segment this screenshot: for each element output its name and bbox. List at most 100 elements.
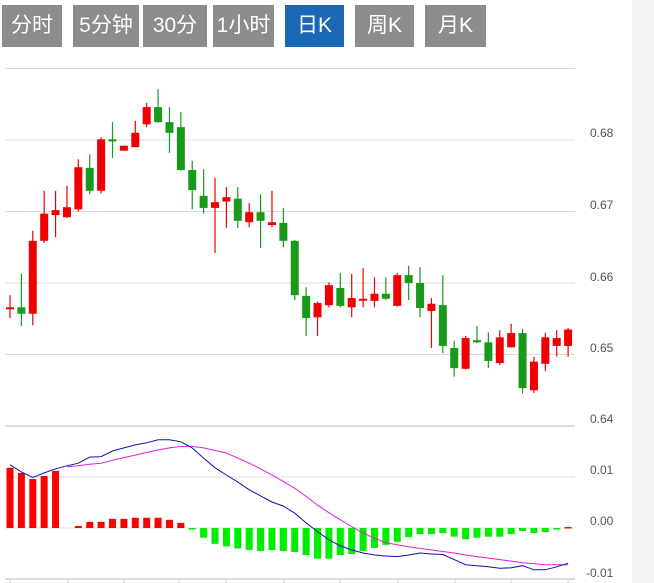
candle bbox=[245, 202, 254, 228]
price-tick-label: 0.67 bbox=[590, 198, 614, 212]
macd-histogram-bar bbox=[52, 470, 60, 528]
macd-histogram-bar bbox=[109, 518, 117, 528]
candle bbox=[17, 273, 26, 326]
candle bbox=[165, 107, 174, 153]
macd-histogram-bar bbox=[462, 528, 470, 540]
tab-daily-k[interactable]: 日K bbox=[285, 5, 344, 47]
candle bbox=[176, 112, 185, 171]
candle bbox=[302, 287, 311, 336]
candle-body bbox=[40, 213, 49, 241]
macd-panel bbox=[6, 439, 572, 571]
macd-histogram-bar bbox=[222, 528, 230, 547]
macd-histogram-bar bbox=[245, 528, 253, 550]
candle-body bbox=[131, 132, 140, 148]
candle bbox=[267, 190, 276, 228]
candle-body bbox=[484, 342, 493, 361]
dea-line bbox=[66, 445, 569, 566]
macd-histogram-bar bbox=[348, 528, 356, 555]
candle bbox=[393, 272, 402, 307]
macd-histogram-bar bbox=[393, 528, 401, 542]
tab-1hour[interactable]: 1小时 bbox=[213, 5, 274, 47]
candle-body bbox=[211, 202, 220, 208]
macd-histogram-bar bbox=[6, 467, 14, 528]
candle bbox=[211, 177, 220, 253]
macd-histogram-bar bbox=[530, 528, 538, 534]
macd-tick-label: 0.01 bbox=[590, 463, 614, 477]
candle bbox=[518, 328, 527, 394]
candle-body bbox=[165, 122, 174, 133]
candle-body bbox=[438, 305, 447, 346]
candle bbox=[97, 137, 106, 194]
price-tick-label: 0.64 bbox=[590, 412, 614, 426]
macd-histogram-bar bbox=[200, 528, 208, 538]
candle-body bbox=[62, 207, 71, 218]
candle bbox=[324, 282, 333, 308]
price-tick-label: 0.66 bbox=[590, 270, 614, 284]
candle-body bbox=[119, 145, 128, 151]
macd-histogram-bar bbox=[154, 517, 162, 528]
macd-histogram-bar bbox=[564, 526, 572, 529]
candle bbox=[495, 330, 504, 366]
macd-histogram-bar bbox=[17, 472, 25, 528]
candle bbox=[472, 325, 481, 344]
candle bbox=[62, 185, 71, 218]
candle bbox=[450, 340, 459, 377]
candle-body bbox=[324, 285, 333, 306]
macd-histogram-bar bbox=[336, 528, 344, 556]
candle bbox=[256, 194, 265, 248]
tab-30min[interactable]: 30分钟 bbox=[143, 5, 207, 79]
macd-histogram-bar bbox=[496, 528, 504, 537]
dif-line bbox=[9, 439, 569, 571]
macd-tick-label: -0.01 bbox=[586, 566, 614, 580]
candle-body bbox=[85, 167, 94, 191]
candles bbox=[6, 89, 573, 394]
macd-histogram-bar bbox=[74, 525, 82, 528]
macd-histogram-bar bbox=[439, 528, 447, 534]
tab-5min[interactable]: 5分钟 bbox=[73, 5, 139, 47]
macd-histogram-bar bbox=[188, 528, 196, 530]
candle-body bbox=[541, 337, 550, 364]
candle bbox=[199, 169, 208, 214]
candle bbox=[313, 301, 322, 336]
macd-histogram-bar bbox=[165, 519, 173, 528]
candle-body bbox=[336, 288, 345, 306]
tab-weekly-k[interactable]: 周K bbox=[355, 5, 414, 47]
macd-histogram-bar bbox=[416, 528, 424, 535]
candle-body bbox=[427, 303, 436, 311]
macd-histogram-bar bbox=[484, 528, 492, 537]
scrollbar-track[interactable] bbox=[632, 0, 654, 583]
macd-histogram-bar bbox=[302, 528, 310, 556]
price-tick-label: 0.68 bbox=[590, 126, 614, 140]
candle-body bbox=[222, 197, 231, 202]
macd-histogram-bar bbox=[507, 528, 515, 535]
candle-body bbox=[233, 198, 242, 221]
candle bbox=[529, 356, 538, 394]
candle-body bbox=[51, 210, 60, 216]
candle bbox=[507, 323, 516, 348]
candle bbox=[85, 154, 94, 195]
kline-chart[interactable]: 0.68 0.67 0.66 0.65 0.64 0.01 0.00 -0.01 bbox=[0, 0, 630, 583]
tab-timeshare[interactable]: 分时线 bbox=[2, 5, 62, 79]
grid bbox=[5, 68, 575, 583]
candle bbox=[74, 159, 83, 212]
macd-histogram-bar bbox=[211, 528, 219, 544]
tab-monthly-k[interactable]: 月K bbox=[425, 5, 486, 47]
candle-body bbox=[97, 139, 106, 191]
candle bbox=[564, 328, 573, 357]
candle-body bbox=[6, 307, 14, 310]
candle bbox=[404, 265, 413, 301]
candle-body bbox=[507, 333, 516, 348]
candle bbox=[336, 272, 345, 308]
macd-histogram-bar bbox=[177, 522, 185, 528]
macd-histogram-bar bbox=[359, 528, 367, 551]
macd-histogram-bar bbox=[97, 521, 105, 528]
candle-body bbox=[552, 338, 561, 346]
candle bbox=[427, 298, 436, 349]
candle bbox=[188, 160, 197, 210]
candle bbox=[484, 332, 493, 369]
candle bbox=[359, 267, 368, 308]
candle bbox=[541, 333, 550, 371]
macd-histogram-bar bbox=[131, 517, 139, 528]
candle-body bbox=[313, 303, 322, 318]
candle-body bbox=[188, 170, 197, 191]
